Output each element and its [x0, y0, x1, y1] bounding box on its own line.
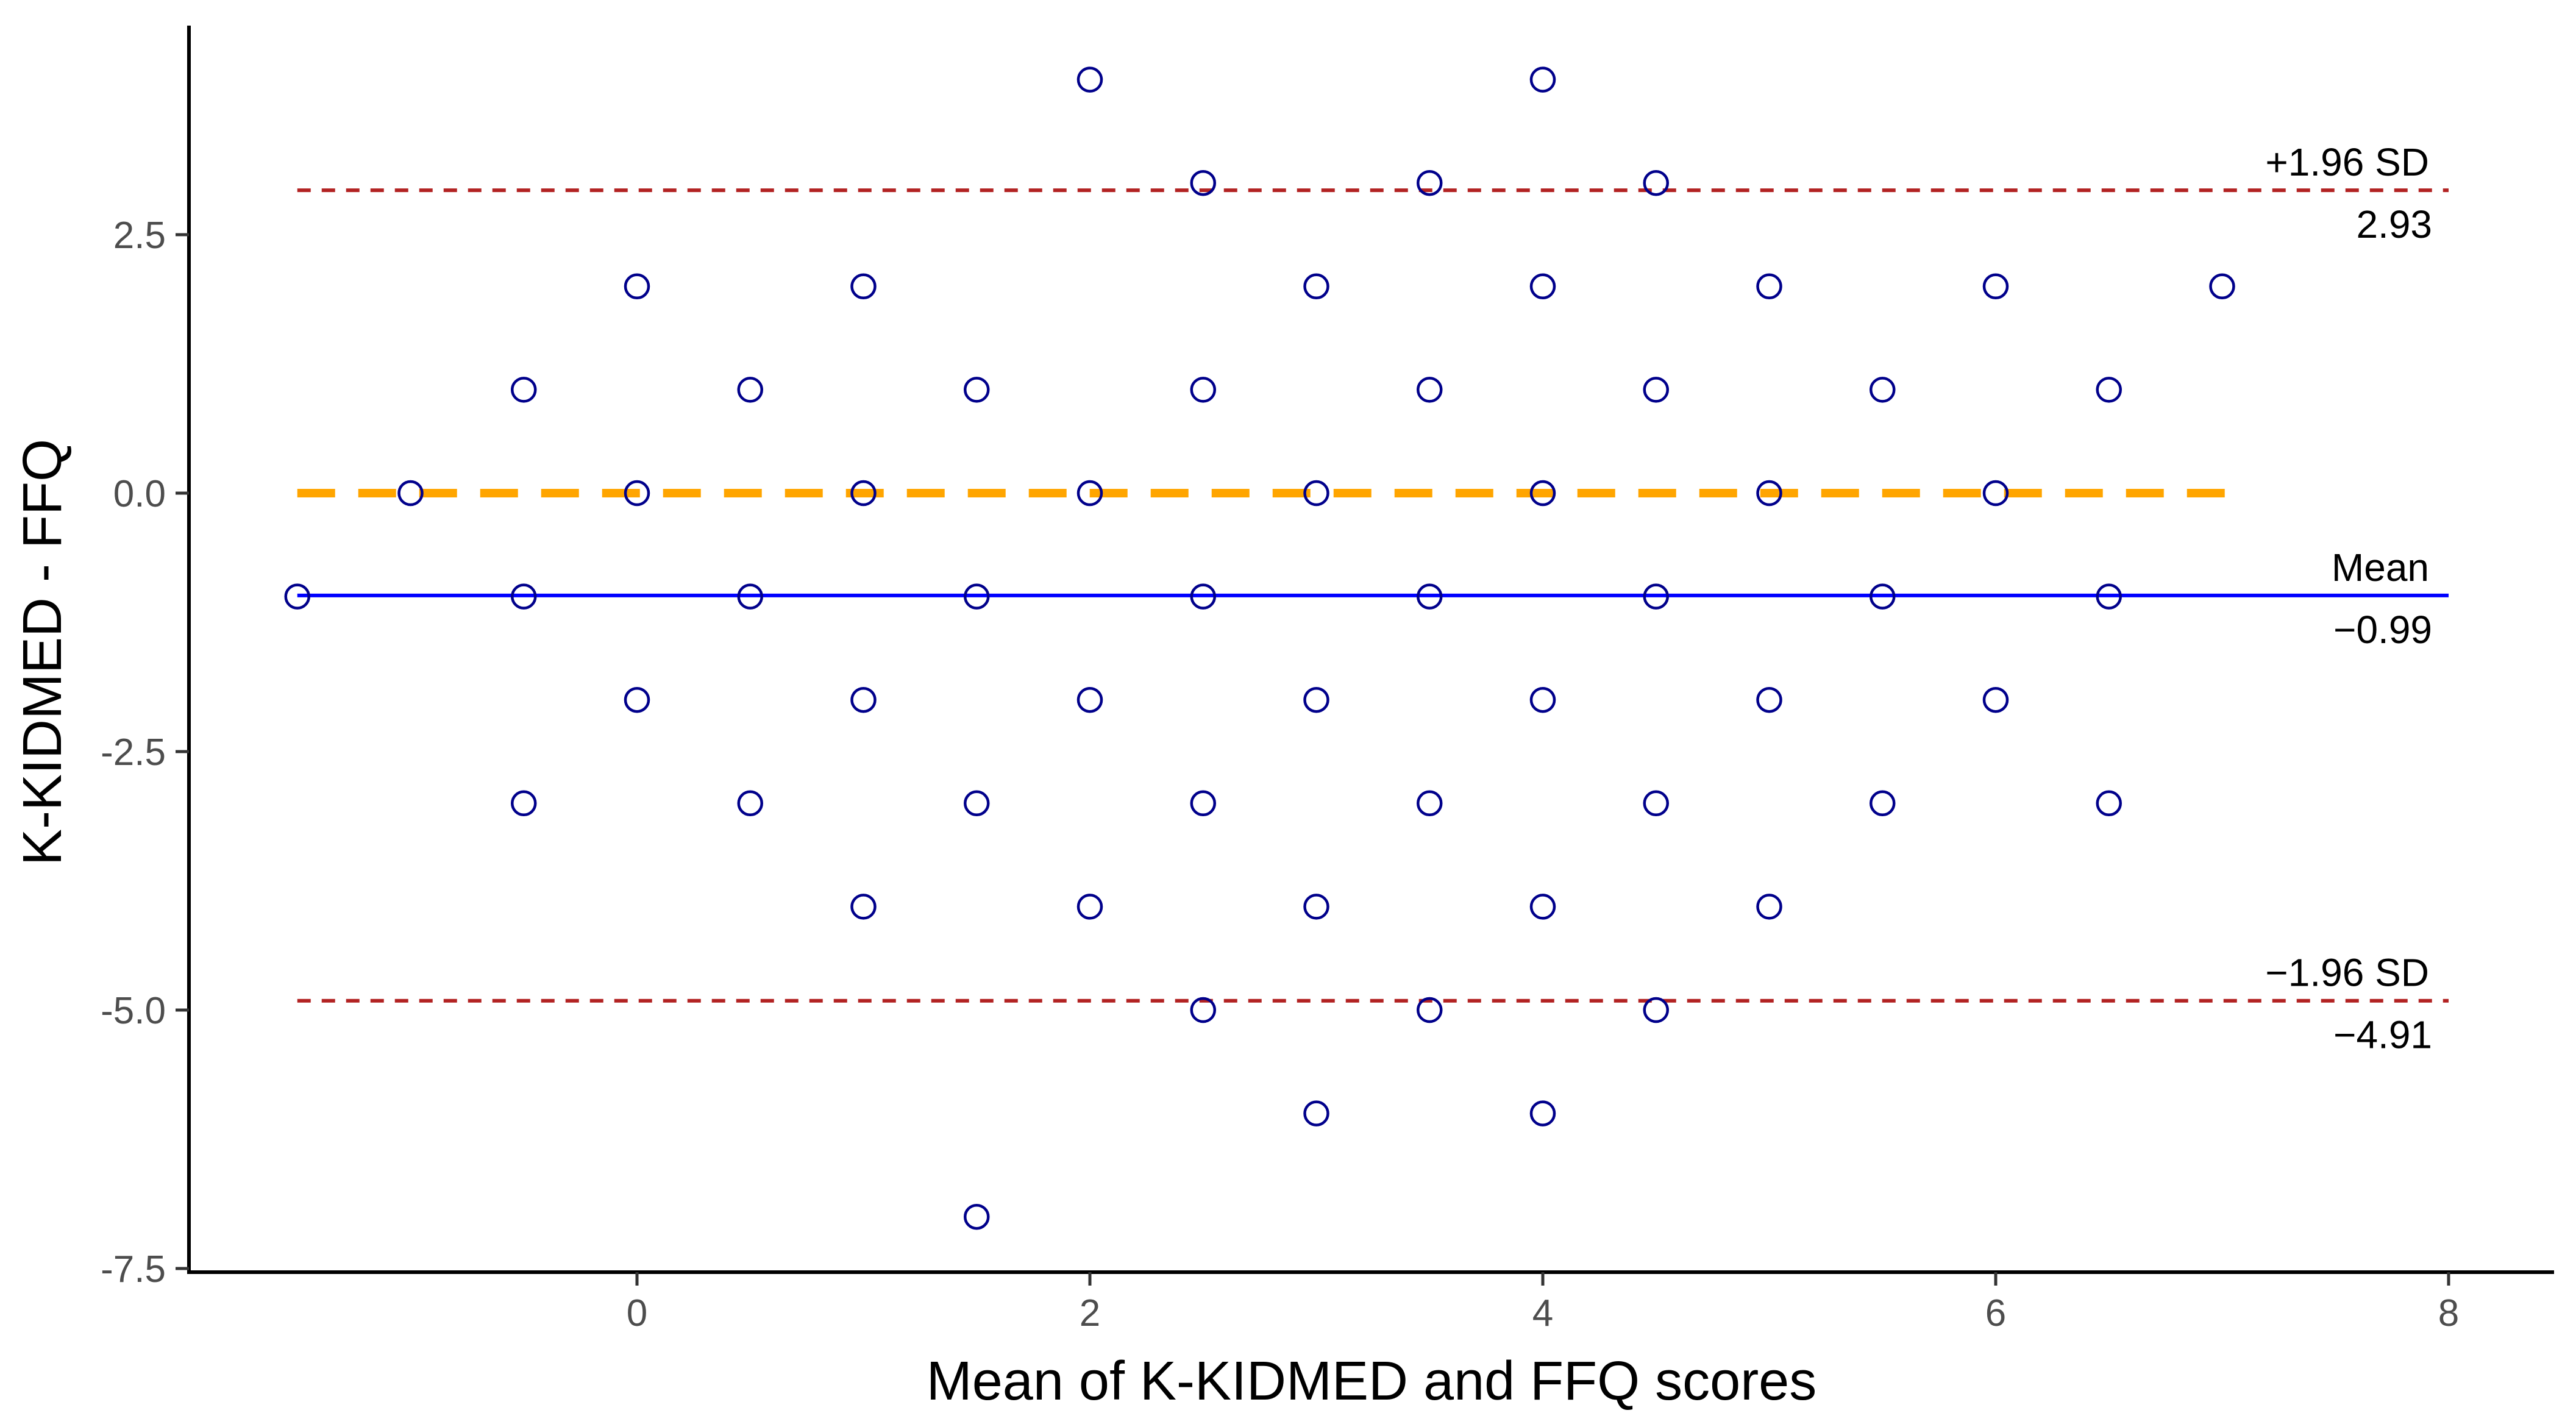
data-point: [1076, 480, 1103, 507]
mean-label: Mean: [2332, 546, 2429, 589]
lower-loa-value: −4.91: [2333, 1013, 2432, 1057]
data-point: [624, 273, 650, 300]
data-point: [850, 894, 877, 920]
data-point: [1870, 583, 1896, 610]
data-point: [1643, 169, 1669, 196]
data-point: [284, 583, 310, 610]
data-point: [1982, 686, 2009, 713]
data-point: [1190, 169, 1216, 196]
upper-loa-label: +1.96 SD: [2265, 140, 2429, 184]
reference-line-labels: +1.96 SD 2.93 Mean −0.99 −1.96 SD −4.91: [2265, 140, 2432, 1057]
mean-value: −0.99: [2333, 608, 2432, 652]
x-tick-label: 0: [627, 1292, 647, 1334]
data-point: [850, 686, 877, 713]
data-point: [624, 480, 650, 507]
data-point: [1529, 480, 1556, 507]
data-point: [1870, 377, 1896, 403]
data-point: [2096, 583, 2122, 610]
data-point: [1756, 894, 1782, 920]
data-point: [1529, 1100, 1556, 1126]
y-tick-label: -7.5: [101, 1248, 166, 1290]
data-point: [1076, 66, 1103, 93]
data-point: [1190, 583, 1216, 610]
data-point: [1303, 894, 1329, 920]
x-tick-label: 2: [1080, 1292, 1100, 1334]
data-point: [964, 583, 990, 610]
data-point: [1417, 377, 1443, 403]
data-point: [1529, 66, 1556, 93]
y-tick-label: 2.5: [113, 215, 166, 257]
data-point: [1417, 997, 1443, 1023]
data-point: [1643, 583, 1669, 610]
data-point: [1529, 894, 1556, 920]
data-point: [964, 377, 990, 403]
data-point: [1076, 686, 1103, 713]
data-point: [1756, 480, 1782, 507]
data-point: [1303, 480, 1329, 507]
data-point: [1982, 480, 2009, 507]
x-axis-title: Mean of K-KIDMED and FFQ scores: [927, 1351, 1816, 1412]
data-point: [850, 480, 877, 507]
data-point: [624, 686, 650, 713]
data-point: [397, 480, 424, 507]
x-tick-label: 6: [1985, 1292, 2006, 1334]
data-point: [1982, 273, 2009, 300]
data-point: [1417, 169, 1443, 196]
data-point: [1417, 790, 1443, 817]
data-point: [1303, 273, 1329, 300]
data-point: [1643, 790, 1669, 817]
data-point: [1417, 583, 1443, 610]
data-point: [511, 377, 537, 403]
data-point: [1076, 894, 1103, 920]
upper-loa-value: 2.93: [2356, 202, 2432, 246]
x-tick-label: 4: [1532, 1292, 1553, 1334]
data-point: [850, 273, 877, 300]
reference-lines: [297, 188, 2449, 1003]
data-point: [1870, 790, 1896, 817]
x-tick-label: 8: [2438, 1292, 2459, 1334]
data-point: [737, 377, 763, 403]
lower-loa-label: −1.96 SD: [2265, 951, 2429, 995]
y-axis-title: K-KIDMED - FFQ: [12, 439, 73, 866]
data-point: [2209, 273, 2235, 300]
y-tick-label: 0.0: [113, 473, 166, 515]
data-point: [737, 583, 763, 610]
ticks: 0 2 4 6 8 2.5 0.0 -2.5 -5.0 -7.5: [101, 215, 2459, 1334]
data-point: [1756, 273, 1782, 300]
data-point: [2096, 790, 2122, 817]
data-point: [511, 583, 537, 610]
data-point: [964, 1203, 990, 1230]
data-point: [1190, 377, 1216, 403]
data-point: [1643, 377, 1669, 403]
axes: [187, 26, 2554, 1274]
y-tick-label: -5.0: [101, 990, 166, 1032]
data-point: [1529, 686, 1556, 713]
data-point: [1756, 686, 1782, 713]
data-point: [2096, 377, 2122, 403]
data-point: [1303, 1100, 1329, 1126]
data-point: [1303, 686, 1329, 713]
data-point: [1643, 997, 1669, 1023]
data-point: [1190, 790, 1216, 817]
data-point: [1190, 997, 1216, 1023]
data-point: [511, 790, 537, 817]
y-tick-label: -2.5: [101, 731, 166, 774]
data-point: [737, 790, 763, 817]
data-points: [284, 66, 2235, 1230]
data-point: [1529, 273, 1556, 300]
data-point: [964, 790, 990, 817]
